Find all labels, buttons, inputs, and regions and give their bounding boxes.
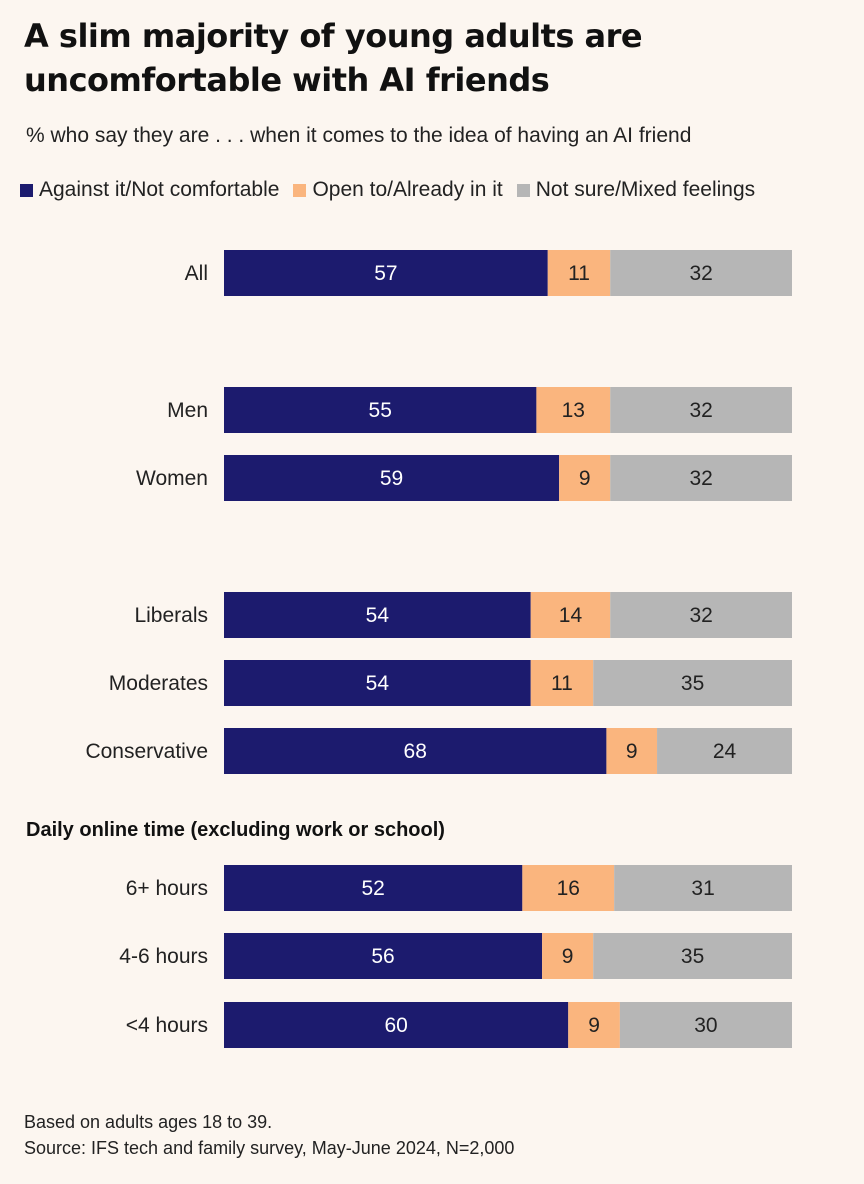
legend-label-against: Against it/Not comfortable xyxy=(39,178,280,201)
footnote-source: Source: IFS tech and family survey, May-… xyxy=(24,1138,515,1158)
bar-segment-open xyxy=(536,387,611,433)
data-label-unsure: 35 xyxy=(681,945,704,968)
bar-segment-open xyxy=(542,933,594,979)
category-label: Conservative xyxy=(85,740,208,763)
data-label-against: 68 xyxy=(404,740,427,763)
category-label: Women xyxy=(136,467,208,490)
bar-segment-open xyxy=(606,728,658,774)
data-label-open: 9 xyxy=(562,945,574,968)
bar-segment-unsure xyxy=(657,728,792,774)
data-label-unsure: 31 xyxy=(691,877,714,900)
bar-segment-unsure xyxy=(593,660,792,706)
legend-label-unsure: Not sure/Mixed feelings xyxy=(535,178,756,201)
bar-row-men: Men 55 13 32 xyxy=(167,387,792,433)
bar-row-4-hours: <4 hours 60 9 30 xyxy=(126,1002,792,1048)
bar-segment-against xyxy=(224,1002,569,1048)
bar-segment-unsure xyxy=(610,592,792,638)
group-heading: Daily online time (excluding work or sch… xyxy=(26,819,445,841)
bar-row-all: All 57 11 32 xyxy=(185,250,792,296)
bar-row-women: Women 59 9 32 xyxy=(136,455,792,501)
category-label: Moderates xyxy=(109,672,208,695)
data-label-open: 13 xyxy=(562,399,585,422)
bar-segment-open xyxy=(530,660,594,706)
bar-segment-against xyxy=(224,387,537,433)
data-label-unsure: 32 xyxy=(689,399,712,422)
data-label-unsure: 32 xyxy=(689,604,712,627)
data-label-against: 57 xyxy=(374,262,397,285)
data-label-open: 9 xyxy=(588,1014,600,1037)
bar-row-conservative: Conservative 68 9 24 xyxy=(85,728,792,774)
data-label-against: 56 xyxy=(371,945,394,968)
bar-segment-against xyxy=(224,660,531,706)
bar-segment-open xyxy=(559,455,611,501)
bar-segment-unsure xyxy=(619,1002,792,1048)
data-label-open: 16 xyxy=(557,877,580,900)
category-label: Men xyxy=(167,399,208,422)
bar-row-moderates: Moderates 54 11 35 xyxy=(109,660,792,706)
bar-segment-against xyxy=(224,455,560,501)
bar-segment-unsure xyxy=(610,387,792,433)
bar-segment-open xyxy=(547,250,611,296)
category-label: All xyxy=(185,262,208,285)
data-label-open: 9 xyxy=(626,740,638,763)
bar-segment-against xyxy=(224,592,531,638)
legend-label-open: Open to/Already in it xyxy=(312,178,503,201)
bar-segment-open xyxy=(522,865,615,911)
legend-item-unsure: Not sure/Mixed feelings xyxy=(516,178,756,202)
bar-row-6-hours: 6+ hours 52 16 31 xyxy=(126,865,792,911)
bar-row-liberals: Liberals 54 14 32 xyxy=(134,592,792,638)
bar-row-4-6-hours: 4-6 hours 56 9 35 xyxy=(119,933,792,979)
chart-title: A slim majority of young adults are unco… xyxy=(24,17,643,99)
category-label: 6+ hours xyxy=(126,877,208,900)
bar-segment-open xyxy=(568,1002,620,1048)
category-label: Liberals xyxy=(134,604,208,627)
bar-segment-unsure xyxy=(614,865,792,911)
data-label-against: 54 xyxy=(366,672,390,695)
legend-swatch-unsure xyxy=(516,183,530,197)
bar-segment-unsure xyxy=(610,455,792,501)
data-label-against: 60 xyxy=(384,1014,407,1037)
legend-item-against: Against it/Not comfortable xyxy=(20,178,279,202)
legend-item-open: Open to/Already in it xyxy=(293,178,503,202)
category-label: 4-6 hours xyxy=(119,945,208,968)
bar-segment-open xyxy=(530,592,611,638)
data-label-open: 11 xyxy=(568,262,590,285)
category-label: <4 hours xyxy=(126,1014,208,1037)
data-label-unsure: 32 xyxy=(689,467,712,490)
data-label-unsure: 35 xyxy=(681,672,704,695)
legend: Against it/Not comfortable Open to/Alrea… xyxy=(20,178,769,202)
data-label-against: 55 xyxy=(369,399,392,422)
bar-segment-against xyxy=(224,865,523,911)
data-label-against: 52 xyxy=(361,877,384,900)
data-label-open: 11 xyxy=(551,672,573,695)
legend-swatch-against xyxy=(20,183,33,197)
bar-segment-unsure xyxy=(593,933,792,979)
footnote-sample: Based on adults ages 18 to 39. xyxy=(24,1112,273,1132)
chart-subtitle: % who say they are . . . when it comes t… xyxy=(26,124,692,147)
data-label-unsure: 32 xyxy=(689,262,712,285)
bar-segment-unsure xyxy=(610,250,792,296)
data-label-open: 14 xyxy=(559,604,583,627)
bar-segment-against xyxy=(224,933,543,979)
bar-segment-against xyxy=(224,728,607,774)
data-label-unsure: 30 xyxy=(694,1014,717,1037)
bar-segment-against xyxy=(224,250,548,296)
data-label-open: 9 xyxy=(579,467,591,490)
data-label-unsure: 24 xyxy=(713,740,737,763)
legend-swatch-open xyxy=(293,183,307,197)
data-label-against: 54 xyxy=(366,604,390,627)
data-label-against: 59 xyxy=(380,467,403,490)
